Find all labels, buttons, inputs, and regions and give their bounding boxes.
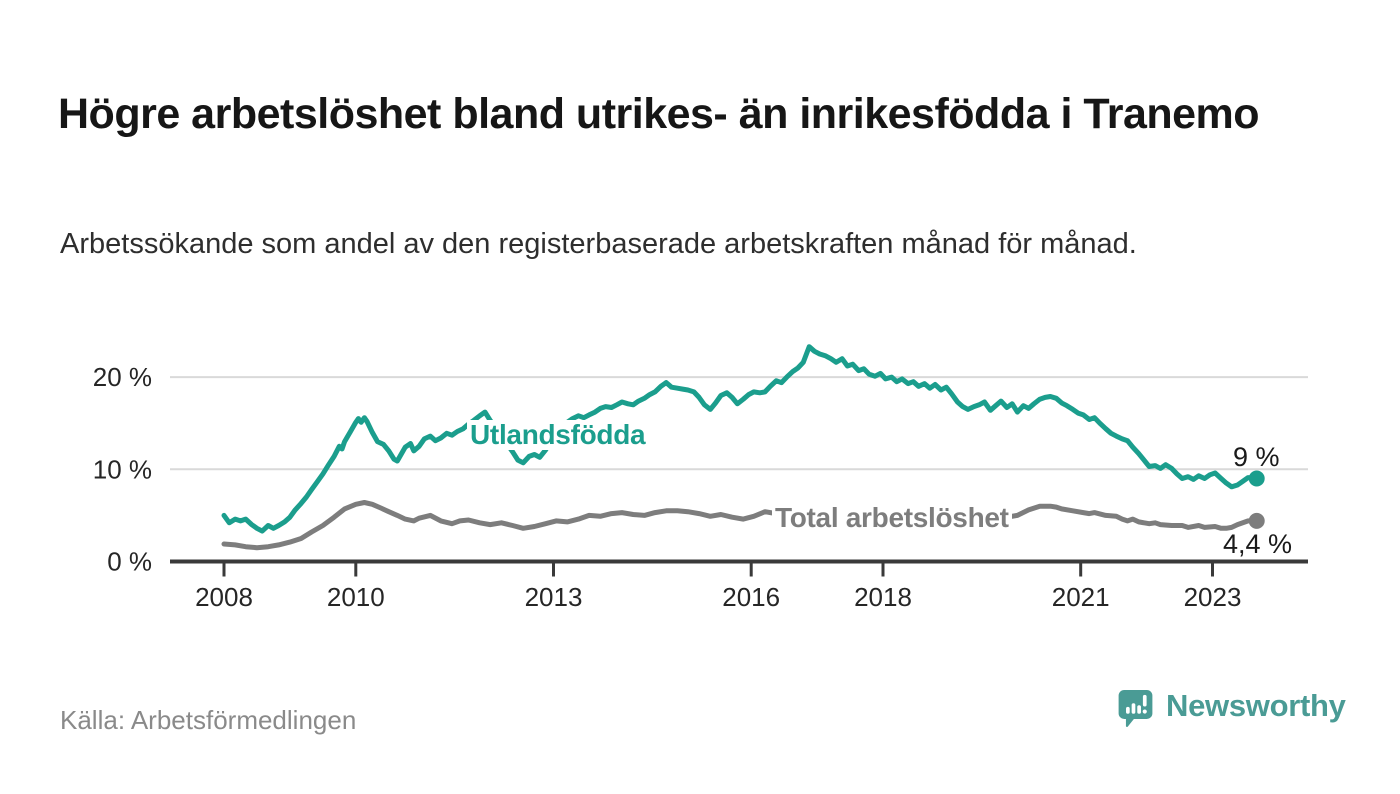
end-value-label-utlandsfodda: 9 % (1233, 442, 1280, 472)
series-label-total-arbetsloshet: Total arbetslöshet (772, 503, 1012, 533)
page-subtitle: Arbetssökande som andel av den registerb… (60, 228, 1137, 260)
end-dot-total (1248, 512, 1265, 529)
y-tick-label: 0 % (107, 547, 152, 577)
x-tick-label: 2016 (722, 582, 780, 612)
x-tick-label: 2008 (195, 582, 253, 612)
newsworthy-bubble-chart-icon (1118, 690, 1153, 727)
end-dot-utlandsfodda (1248, 470, 1265, 487)
x-tick-label: 2021 (1052, 582, 1110, 612)
x-tick-label: 2010 (327, 582, 385, 612)
end-value-label-total: 4,4 % (1223, 529, 1293, 559)
x-tick-label: 2023 (1184, 582, 1242, 612)
y-tick-label: 20 % (93, 362, 152, 392)
brand-name: Newsworthy (1166, 688, 1346, 723)
series-line-utlandsfodda (221, 344, 1260, 534)
brand-logo: Newsworthy (1117, 688, 1346, 732)
x-tick-label: 2013 (525, 582, 583, 612)
x-tick-label: 2018 (854, 582, 912, 612)
y-tick-label: 10 % (93, 454, 152, 484)
series-label-utlandsfodda: Utlandsfödda (467, 420, 649, 450)
series-line-total (221, 500, 1260, 551)
page-title: Högre arbetslöshet bland utrikes- än inr… (58, 89, 1260, 138)
source-note: Källa: Arbetsförmedlingen (60, 705, 357, 735)
